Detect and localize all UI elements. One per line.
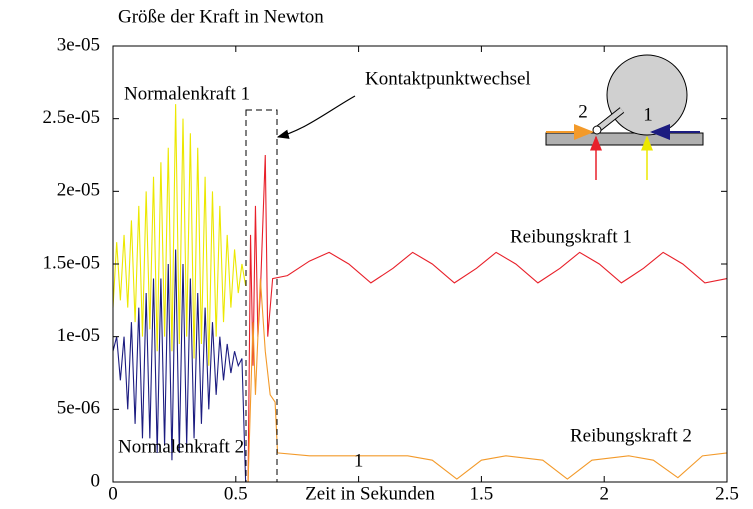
x-tick-label: 1.5 [470, 483, 494, 504]
y-tick-label: 1e-05 [57, 325, 100, 346]
series-line [113, 104, 246, 366]
x-tick-label: 2 [599, 483, 609, 504]
ground [546, 133, 703, 145]
y-tick-label: 2e-05 [57, 180, 100, 201]
y-tick-label: 5e-06 [57, 398, 100, 419]
inset-diagram: 2 1 [546, 55, 703, 180]
chart: Größe der Kraft in Newton Kontaktpunktwe… [0, 0, 753, 509]
series-line [248, 279, 727, 482]
x-tick-label: 0.5 [224, 483, 248, 504]
x-tick-label: 1 [354, 450, 364, 471]
y-tick-label: 3e-05 [57, 34, 100, 55]
inset-label: 2 [578, 101, 588, 122]
series-label: Reibungskraft 2 [570, 425, 692, 446]
annotation-arrow [278, 96, 355, 137]
y-tick-label: 0 [91, 470, 101, 491]
y-tick-label: 2.5e-05 [42, 107, 100, 128]
contact [593, 126, 601, 134]
x-tick-label: 0 [108, 483, 118, 504]
series-label: Normalenkraft 2 [118, 436, 244, 457]
y-tick-label: 1.5e-05 [42, 252, 100, 273]
x-axis-label: Zeit in Sekunden [305, 483, 435, 504]
inset-label: 1 [643, 104, 653, 125]
series-label: Normalenkraft 1 [124, 83, 250, 104]
x-tick-label: 2.5 [715, 483, 739, 504]
series-label: Reibungskraft 1 [510, 226, 632, 247]
annotation: Kontaktpunktwechsel [365, 68, 531, 89]
chart-title: Größe der Kraft in Newton [118, 6, 324, 27]
